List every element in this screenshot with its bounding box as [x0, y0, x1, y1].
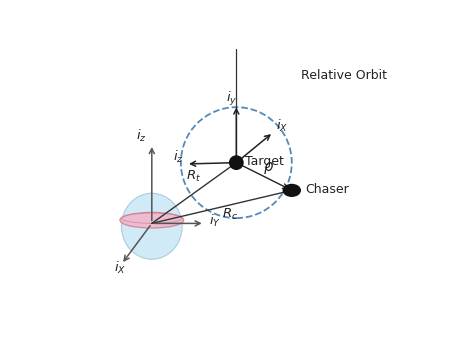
Text: $R_t$: $R_t$ [186, 169, 201, 184]
Ellipse shape [283, 184, 301, 197]
Circle shape [229, 155, 244, 170]
Text: $i_X$: $i_X$ [276, 118, 289, 134]
Ellipse shape [120, 212, 184, 228]
Text: $i_X$: $i_X$ [114, 260, 126, 276]
Text: $i_Y$: $i_Y$ [210, 213, 221, 229]
Text: Target: Target [245, 155, 284, 168]
Text: Relative Orbit: Relative Orbit [301, 69, 387, 82]
Text: $i_y$: $i_y$ [226, 90, 237, 108]
Text: $i_z$: $i_z$ [136, 128, 146, 144]
Text: $\rho$: $\rho$ [263, 159, 274, 176]
Text: $i_z$: $i_z$ [173, 149, 183, 165]
Ellipse shape [121, 193, 182, 259]
Text: $R_c$: $R_c$ [222, 207, 238, 222]
Text: Chaser: Chaser [305, 182, 349, 196]
